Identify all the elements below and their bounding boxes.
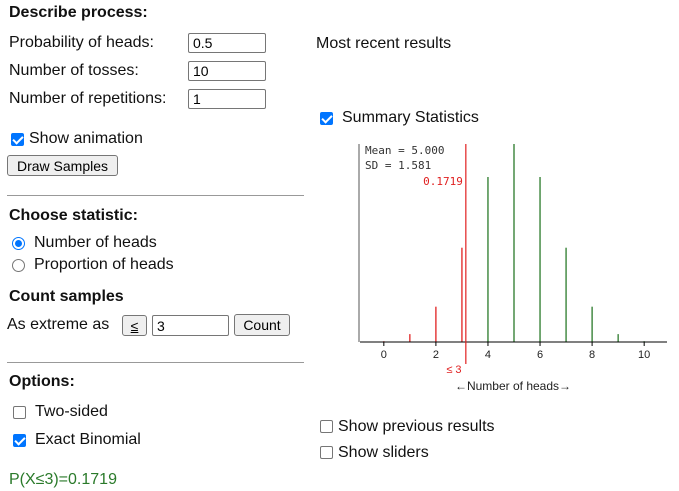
cutoff-label: ≤ 3: [446, 364, 461, 376]
show-previous-results-checkbox[interactable]: [320, 420, 333, 433]
count-button[interactable]: Count: [234, 314, 290, 336]
x-tick-label: 6: [537, 349, 543, 361]
show-previous-results-label: Show previous results: [338, 418, 495, 435]
x-tick-label: 10: [638, 349, 650, 361]
tosses-label: Number of tosses:: [9, 62, 139, 79]
binomial-chart: 0 2 4 6 8 10 Mean = 5.000 SD = 1.581 0.1719 ≤…: [358, 144, 667, 393]
probability-input[interactable]: [188, 33, 266, 53]
radio-number-of-heads-label: Number of heads: [34, 234, 157, 251]
bars: [383, 144, 645, 342]
x-tick-label: 0: [381, 349, 387, 361]
divider: [7, 195, 304, 196]
operator-button[interactable]: ≤: [122, 315, 147, 336]
x-axis-label: ←Number of heads→: [455, 379, 571, 393]
x-tick-label: 2: [433, 349, 439, 361]
two-sided-label: Two-sided: [35, 403, 108, 420]
repetitions-label: Number of repetitions:: [9, 90, 167, 107]
probability-label: Probability of heads:: [9, 34, 154, 51]
x-tick-label: 4: [485, 349, 491, 361]
mean-text: Mean = 5.000: [365, 144, 444, 157]
describe-heading: Describe process:: [9, 4, 148, 21]
tail-probability-text: 0.1719: [423, 175, 463, 188]
statistic-heading: Choose statistic:: [9, 207, 138, 224]
options-heading: Options:: [9, 373, 75, 390]
exact-binomial-checkbox[interactable]: [13, 434, 26, 447]
count-heading: Count samples: [9, 288, 124, 305]
draw-samples-button[interactable]: Draw Samples: [7, 155, 118, 176]
summary-statistics-label: Summary Statistics: [342, 109, 479, 126]
x-ticks: 0 2 4 6 8 10: [381, 342, 650, 361]
probability-result: P(X≤3)=0.1719: [9, 471, 117, 488]
show-animation-checkbox[interactable]: [11, 133, 24, 146]
tosses-input[interactable]: [188, 61, 266, 81]
divider: [7, 362, 304, 363]
show-animation-label: Show animation: [29, 130, 143, 147]
as-extreme-label: As extreme as: [7, 316, 110, 333]
radio-proportion-of-heads[interactable]: [12, 259, 25, 272]
summary-statistics-checkbox[interactable]: [320, 112, 333, 125]
show-sliders-label: Show sliders: [338, 444, 429, 461]
most-recent-results-label: Most recent results: [316, 35, 452, 52]
radio-proportion-of-heads-label: Proportion of heads: [34, 256, 174, 273]
two-sided-checkbox[interactable]: [13, 406, 26, 419]
show-sliders-checkbox[interactable]: [320, 446, 333, 459]
x-tick-label: 8: [589, 349, 595, 361]
extreme-value-input[interactable]: [152, 315, 229, 336]
radio-number-of-heads[interactable]: [12, 237, 25, 250]
sd-text: SD = 1.581: [365, 159, 431, 172]
exact-binomial-label: Exact Binomial: [35, 431, 141, 448]
repetitions-input[interactable]: [188, 89, 266, 109]
